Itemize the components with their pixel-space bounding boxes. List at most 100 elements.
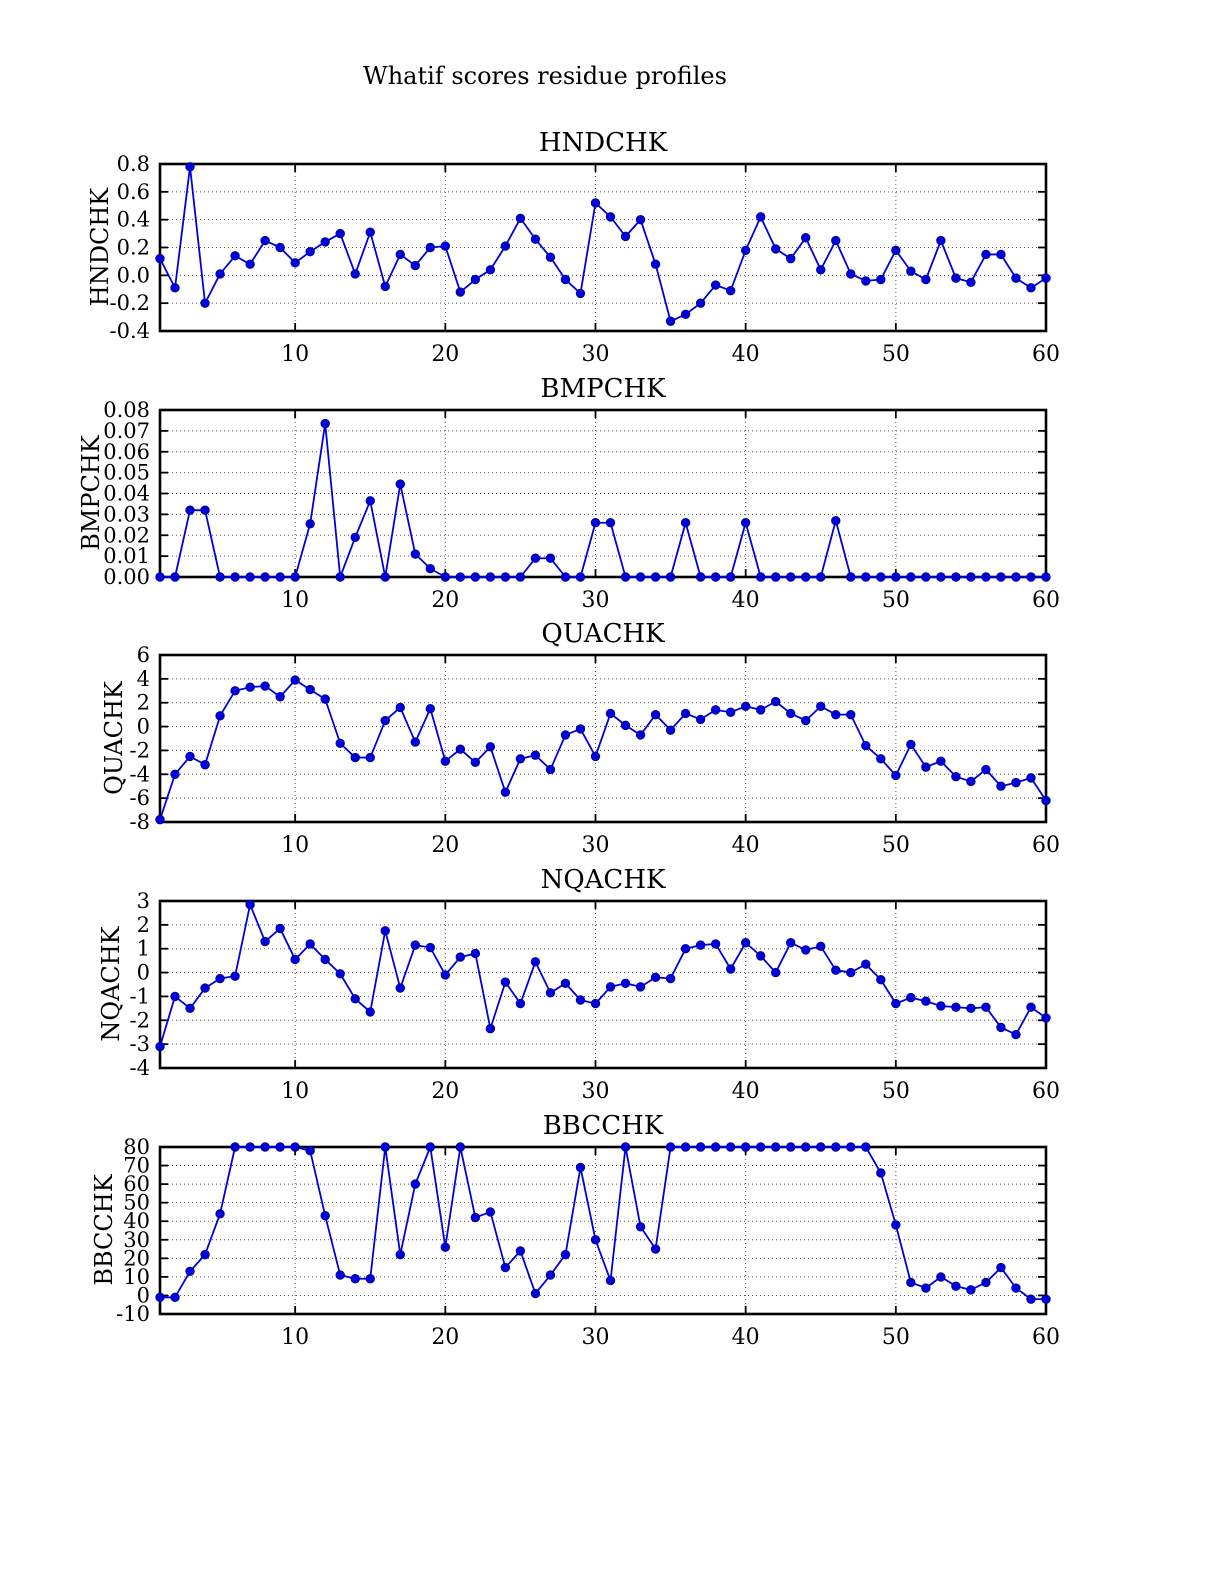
data-point [185, 505, 195, 515]
data-point [620, 720, 631, 731]
data-point [545, 553, 556, 563]
data-point [936, 756, 946, 766]
subplot-title-hndchk: HNDCHK [538, 128, 668, 158]
data-point [725, 964, 736, 974]
x-tick-label: 20 [431, 833, 459, 858]
x-tick-label: 30 [581, 588, 609, 613]
data-point [410, 260, 420, 271]
y-tick-label: -2 [130, 738, 150, 762]
data-point [1026, 283, 1036, 293]
data-point [921, 1283, 931, 1293]
data-point [1041, 1294, 1051, 1304]
data-point [500, 241, 511, 251]
data-point [650, 709, 661, 720]
data-point [605, 1275, 616, 1286]
data-point [350, 994, 360, 1004]
data-point [440, 970, 451, 980]
data-point [335, 1270, 345, 1280]
data-point [185, 162, 195, 172]
data-point [455, 287, 466, 297]
data-point [981, 249, 991, 260]
data-point [275, 242, 285, 253]
data-point [831, 1142, 841, 1152]
data-point [906, 266, 916, 276]
data-point [245, 572, 255, 582]
data-point [500, 787, 511, 797]
data-point [891, 1220, 901, 1230]
data-point [380, 926, 390, 936]
data-point [170, 283, 180, 293]
data-point [545, 252, 556, 262]
data-point [680, 309, 691, 319]
data-point [200, 983, 210, 993]
y-tick-label: 0.2 [117, 236, 150, 260]
data-point [770, 572, 781, 582]
y-tick-label: 20 [123, 1246, 150, 1270]
data-point [1011, 273, 1021, 283]
data-point [665, 572, 676, 582]
data-point [170, 1292, 180, 1303]
data-point [305, 246, 315, 257]
data-point [215, 711, 225, 721]
x-tick-label: 40 [732, 1325, 760, 1350]
x-tick-label: 20 [431, 1079, 459, 1104]
y-tick-label: 0.4 [117, 208, 150, 232]
y-tick-label: 0 [137, 715, 150, 739]
data-point [425, 942, 436, 953]
data-point [936, 1272, 946, 1282]
data-point [485, 742, 496, 752]
y-tick-label: -1 [130, 984, 150, 1008]
data-point [906, 739, 916, 750]
data-point [936, 1001, 946, 1011]
data-point [605, 518, 616, 528]
data-point [740, 518, 751, 528]
data-point [560, 978, 571, 989]
data-point [650, 972, 661, 983]
data-point [590, 518, 601, 528]
subplot-title-bbcchk: BBCCHK [542, 1111, 664, 1141]
data-point [981, 572, 991, 582]
data-point [981, 1277, 991, 1288]
data-point [575, 995, 586, 1005]
data-point [425, 703, 436, 714]
data-point [620, 231, 631, 242]
data-point [470, 948, 481, 959]
data-point [320, 1210, 330, 1221]
data-point [185, 1003, 195, 1014]
subplot-title-bmpchk: BMPCHK [540, 374, 666, 404]
data-point [906, 1277, 916, 1288]
data-point [770, 244, 781, 254]
data-point [650, 259, 661, 269]
data-point [320, 237, 330, 247]
x-tick-label: 40 [732, 833, 760, 858]
data-point [1011, 572, 1021, 582]
data-point [740, 245, 751, 255]
data-point [395, 983, 405, 993]
data-point [410, 737, 420, 747]
data-point [320, 954, 330, 965]
data-point [966, 1285, 976, 1295]
data-point [755, 212, 766, 222]
data-point [545, 988, 556, 998]
data-point [350, 269, 360, 279]
data-point [485, 1023, 496, 1034]
data-point [876, 1168, 886, 1178]
data-point [1026, 572, 1036, 582]
data-point [891, 572, 901, 582]
data-point [710, 705, 721, 715]
data-point [455, 1142, 466, 1152]
x-tick-label: 40 [732, 588, 760, 613]
data-point [155, 253, 165, 264]
data-point [260, 235, 270, 246]
x-tick-label: 10 [281, 1079, 309, 1104]
data-point [831, 709, 841, 720]
y-tick-label: 40 [123, 1209, 150, 1233]
data-point [1041, 273, 1051, 283]
y-tick-label: 2 [137, 691, 150, 715]
x-tick-label: 30 [581, 342, 609, 367]
data-point [861, 1142, 871, 1152]
data-point [395, 249, 405, 260]
